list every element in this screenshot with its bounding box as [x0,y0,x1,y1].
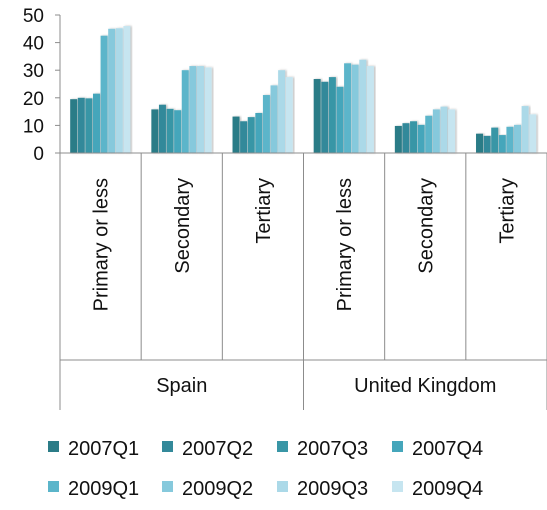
bar [498,135,506,153]
bar [321,81,329,153]
legend-item: 2009Q2 [162,478,253,500]
bar [402,123,410,153]
bar [313,79,321,153]
bar [440,106,448,153]
bar [123,26,131,153]
legend-swatch [392,481,403,492]
category-label: Tertiary [496,178,518,244]
legend-swatch [162,481,173,492]
bar [359,59,367,153]
group-label: Spain [156,375,207,397]
y-tick-label: 20 [23,89,44,110]
category-label: Secondary [172,178,194,274]
legend-label: 2009Q3 [297,478,368,500]
bar [255,112,263,153]
bar [529,114,537,153]
category-label: Primary or less [334,178,356,311]
bar [425,115,433,153]
bar [506,126,514,153]
legend-label: 2009Q4 [412,478,483,500]
legend-swatch [48,481,59,492]
category-axis: Primary or less Secondary Tertiary Primary … [59,152,547,410]
legend-item: 2007Q4 [392,438,483,460]
bar [240,121,248,153]
legend: 2007Q1 2007Q2 2007Q3 2007Q4 2009Q1 2009Q2 2009… [48,438,483,500]
legend-item: 2009Q1 [48,478,139,500]
y-tick-label: 30 [23,61,44,82]
bar [100,35,108,154]
legend-label: 2007Q3 [297,438,368,460]
bar [77,97,85,153]
bar [483,135,491,153]
bar [432,109,440,153]
y-axis: 0 10 20 30 40 50 [23,6,61,165]
bar [196,66,204,153]
bar [351,64,359,153]
bar [262,95,270,153]
bar [417,124,425,153]
legend-item: 2007Q1 [48,438,139,460]
group-label: United Kingdom [354,375,496,397]
y-tick-label: 0 [33,144,44,165]
legend-label: 2007Q1 [68,438,139,460]
legend-label: 2009Q1 [68,478,139,500]
bar [270,85,278,153]
bar [247,117,255,153]
plot-area [70,26,537,154]
legend-label: 2007Q4 [412,438,483,460]
bar [344,63,352,153]
bar [394,125,402,153]
bar [410,121,418,153]
bar [204,67,212,153]
bar [336,86,344,153]
legend-swatch [277,481,288,492]
bar [108,28,116,153]
bar [70,99,78,153]
legend-swatch [277,441,288,452]
legend-item: 2009Q3 [277,478,368,500]
bar [285,77,293,153]
legend-label: 2009Q2 [182,478,253,500]
bar [181,70,189,153]
bar [514,124,522,153]
y-tick-label: 40 [23,34,44,55]
y-tick-label: 10 [23,116,44,137]
bar [476,133,484,153]
legend-swatch [162,441,173,452]
category-label: Secondary [415,178,437,274]
bar [115,28,123,153]
bar [189,66,197,153]
bar [158,104,166,153]
legend-item: 2009Q4 [392,478,483,500]
category-label: Tertiary [253,178,275,244]
legend-item: 2007Q3 [277,438,368,460]
bar [366,66,374,153]
bar [448,109,456,153]
legend-swatch [48,441,59,452]
bar [521,106,529,153]
bar [92,93,100,153]
bar [328,77,336,153]
y-tick-label: 50 [23,6,44,27]
bar [174,110,182,153]
bar [151,109,159,153]
bar [232,116,240,153]
bar [491,127,499,153]
bar [85,98,93,153]
legend-item: 2007Q2 [162,438,253,460]
legend-swatch [392,441,403,452]
bar [166,108,174,153]
legend-label: 2007Q2 [182,438,253,460]
category-label: Primary or less [91,178,113,311]
bar [278,70,286,153]
